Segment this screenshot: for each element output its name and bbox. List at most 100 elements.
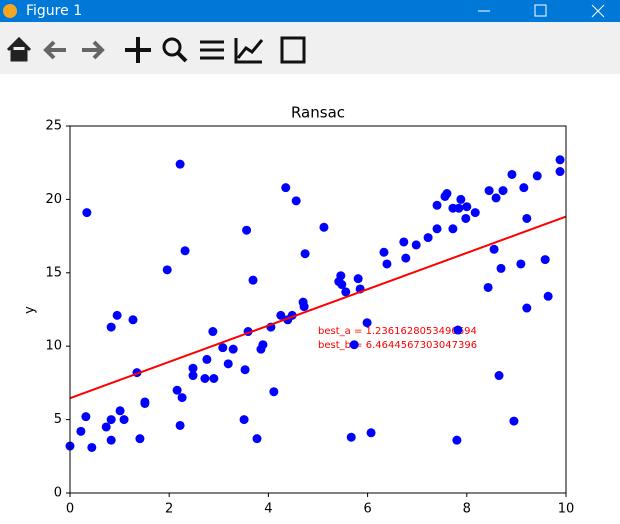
point (366, 428, 376, 438)
y-tick-label: 25 (45, 119, 62, 134)
point (432, 224, 442, 234)
point (362, 318, 372, 328)
point (177, 393, 187, 403)
point (218, 343, 228, 353)
point (128, 315, 138, 325)
point (82, 208, 92, 218)
point (516, 259, 526, 269)
point (240, 365, 250, 375)
point (432, 200, 442, 210)
point (202, 354, 212, 364)
point (208, 327, 218, 337)
point (489, 244, 499, 254)
app-icon (3, 4, 17, 18)
point (399, 237, 409, 247)
point (522, 303, 532, 313)
fit-line (69, 215, 567, 400)
y-axis-label: y (23, 306, 38, 314)
point (494, 371, 504, 381)
close-button[interactable] (591, 4, 605, 18)
point (119, 415, 129, 425)
pan-button[interactable] (125, 37, 151, 63)
point (341, 287, 351, 297)
point (188, 363, 198, 373)
point (319, 222, 329, 232)
point (162, 265, 172, 275)
edit-button[interactable] (234, 38, 264, 64)
save-button[interactable] (280, 36, 306, 64)
point (291, 196, 301, 206)
point (353, 274, 363, 284)
point (135, 434, 145, 444)
y-tick-label: 0 (54, 486, 62, 501)
point (140, 397, 150, 407)
subplots-button[interactable] (200, 40, 224, 60)
point (180, 246, 190, 256)
point (540, 255, 550, 265)
y-tick-label: 5 (54, 412, 62, 427)
point (401, 253, 411, 263)
forward-button[interactable] (82, 40, 105, 60)
point (101, 422, 111, 432)
point (496, 263, 506, 273)
point (379, 247, 389, 257)
point (336, 271, 346, 281)
point (299, 302, 309, 312)
point (456, 194, 466, 204)
point (209, 373, 219, 383)
point (175, 159, 185, 169)
point (106, 435, 116, 445)
point (112, 310, 122, 320)
back-button[interactable] (43, 40, 66, 60)
point (382, 259, 392, 269)
point (175, 420, 185, 430)
toolbar (0, 22, 620, 74)
point (483, 282, 493, 292)
point (87, 442, 97, 452)
point (442, 189, 452, 199)
point (269, 387, 279, 397)
title-bar (0, 0, 620, 22)
point (532, 171, 542, 181)
y-tick-label: 20 (45, 192, 62, 207)
plot-frame (69, 125, 567, 494)
point (452, 435, 462, 445)
point (346, 432, 356, 442)
point (454, 203, 464, 213)
point (300, 249, 310, 259)
y-tick-label: 10 (45, 339, 62, 354)
point (519, 183, 529, 193)
point (200, 373, 210, 383)
point (423, 233, 433, 243)
window-title: Figure 1 (26, 3, 82, 19)
maximize-button[interactable] (534, 4, 547, 17)
point (448, 224, 458, 234)
point (106, 322, 116, 332)
point (76, 426, 86, 436)
point (484, 186, 494, 196)
zoom-button[interactable] (162, 37, 188, 63)
point (172, 385, 182, 395)
point (498, 186, 508, 196)
point (281, 183, 291, 193)
x-tick-label: 8 (463, 502, 471, 517)
x-tick-label: 4 (264, 502, 272, 517)
point (522, 213, 532, 223)
point (239, 415, 249, 425)
chart-title: Ransac (291, 104, 345, 122)
x-tick-label: 6 (363, 502, 371, 517)
x-tick-label: 0 (66, 502, 74, 517)
point (81, 412, 91, 422)
point (106, 415, 116, 425)
home-button[interactable] (6, 36, 32, 62)
point (543, 291, 553, 301)
point (276, 310, 286, 320)
point (228, 344, 238, 354)
x-tick-label: 2 (165, 502, 173, 517)
point (462, 202, 472, 212)
x-tick-label: 10 (558, 502, 575, 517)
point (248, 275, 258, 285)
point (491, 193, 501, 203)
point (555, 155, 565, 165)
